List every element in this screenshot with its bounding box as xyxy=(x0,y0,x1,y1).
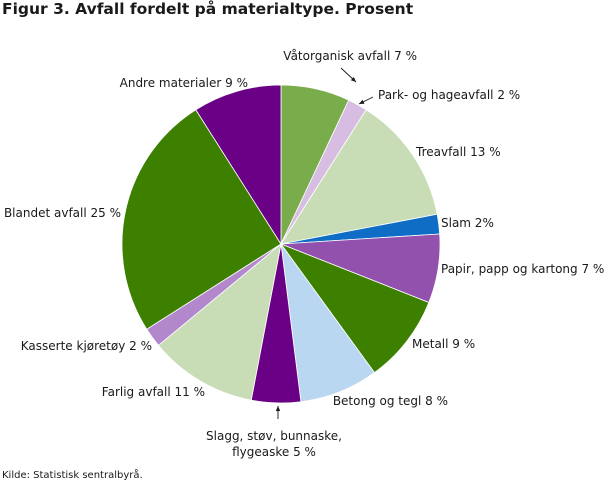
slice-label-betong-og-tegl: Betong og tegl 8 % xyxy=(333,394,448,408)
slice-label-vatorganisk-avfall: Våtorganisk avfall 7 % xyxy=(283,49,417,63)
source-note: Kilde: Statistisk sentralbyrå. xyxy=(2,470,143,481)
pie-slice-metall xyxy=(279,243,430,374)
chart-title: Figur 3. Avfall fordelt på materialtype.… xyxy=(2,0,414,18)
leader-arrowhead xyxy=(350,76,356,82)
slice-label-slam: Slam 2% xyxy=(441,216,494,230)
slice-label-blandet-avfall: Blandet avfall 25 % xyxy=(4,206,121,220)
pie-slice-andre-materialer xyxy=(195,84,282,246)
slice-label-treavfall: Treavfall 13 % xyxy=(415,145,501,159)
slice-label-farlig-avfall: Farlig avfall 11 % xyxy=(102,385,205,399)
slice-label-andre-materialer: Andre materialer 9 % xyxy=(120,76,248,90)
pie-slice-treavfall xyxy=(280,109,438,245)
leader-arrowhead xyxy=(275,406,281,411)
pie-slices xyxy=(121,84,441,404)
slice-label-papir-papp-og-kartong: Papir, papp og kartong 7 % xyxy=(441,262,604,276)
slice-labels: Våtorganisk avfall 7 % Park- og hageavfal… xyxy=(4,49,604,459)
pie-slice-blandet-avfall xyxy=(121,109,282,330)
pie-slice-farlig-avfall xyxy=(157,242,282,401)
slice-label-kasserte-kjoretoy: Kasserte kjøretøy 2 % xyxy=(21,339,152,353)
slice-label-slagg-stov-bunnaske-flygeaske: Slagg, støv, bunnaske, flygeaske 5 % xyxy=(206,429,342,459)
slice-label-metall: Metall 9 % xyxy=(412,337,475,351)
slice-label-park-og-hageavfall: Park- og hageavfall 2 % xyxy=(378,88,520,102)
leader-lines xyxy=(275,67,374,419)
leader-arrowhead xyxy=(359,99,365,104)
